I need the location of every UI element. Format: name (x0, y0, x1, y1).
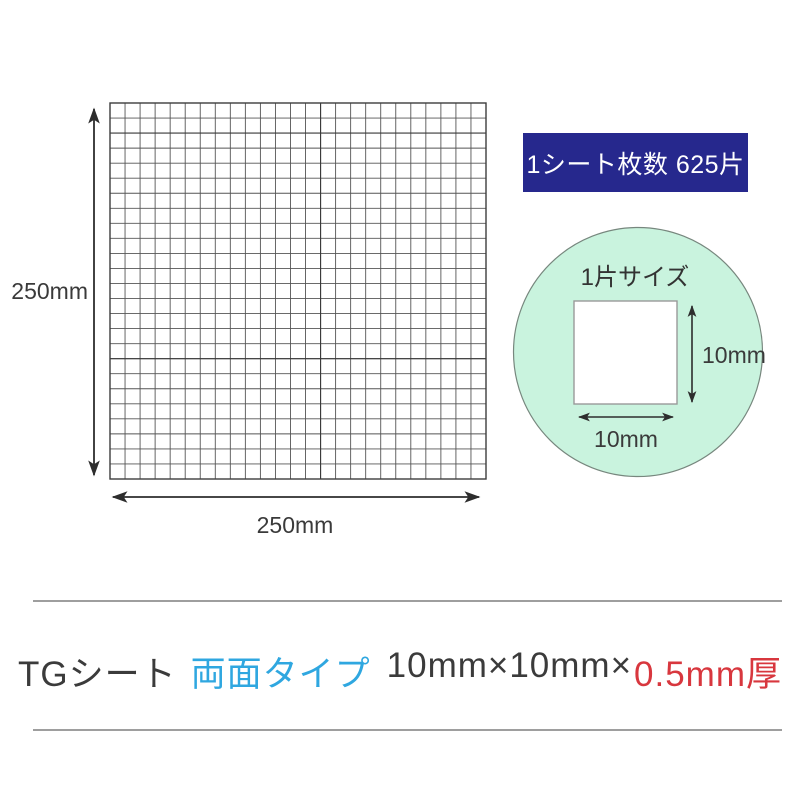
piece-square (573, 300, 678, 405)
sheet-background (110, 103, 486, 479)
sheet-grid-accent-lines (110, 103, 486, 479)
sheet-height-label: 250mm (11, 278, 88, 304)
sheet-outline (109, 102, 487, 480)
sheet-grid-lines (110, 103, 486, 479)
caption-product-name: TGシート (18, 655, 177, 694)
sheet-width-label: 250mm (256, 512, 334, 538)
piece-width-label: 10mm (594, 426, 658, 452)
divider-bottom (33, 729, 782, 731)
caption-type: 両面タイプ (190, 655, 371, 694)
piece-height-label: 10mm (702, 342, 766, 368)
sheet-diagram (88, 102, 487, 503)
divider-top (33, 600, 782, 602)
caption-size: 10mm×10mm× (386, 646, 633, 685)
piece-diagram (512, 226, 764, 478)
product-caption: TGシート 両面タイプ 10mm×10mm× 0.5mm厚 (0, 646, 800, 697)
caption-thickness: 0.5mm厚 (634, 655, 782, 694)
piece-size-title: 1片サイズ (580, 264, 690, 291)
sheet-count-badge: 1シート枚数 625片 (523, 133, 748, 192)
